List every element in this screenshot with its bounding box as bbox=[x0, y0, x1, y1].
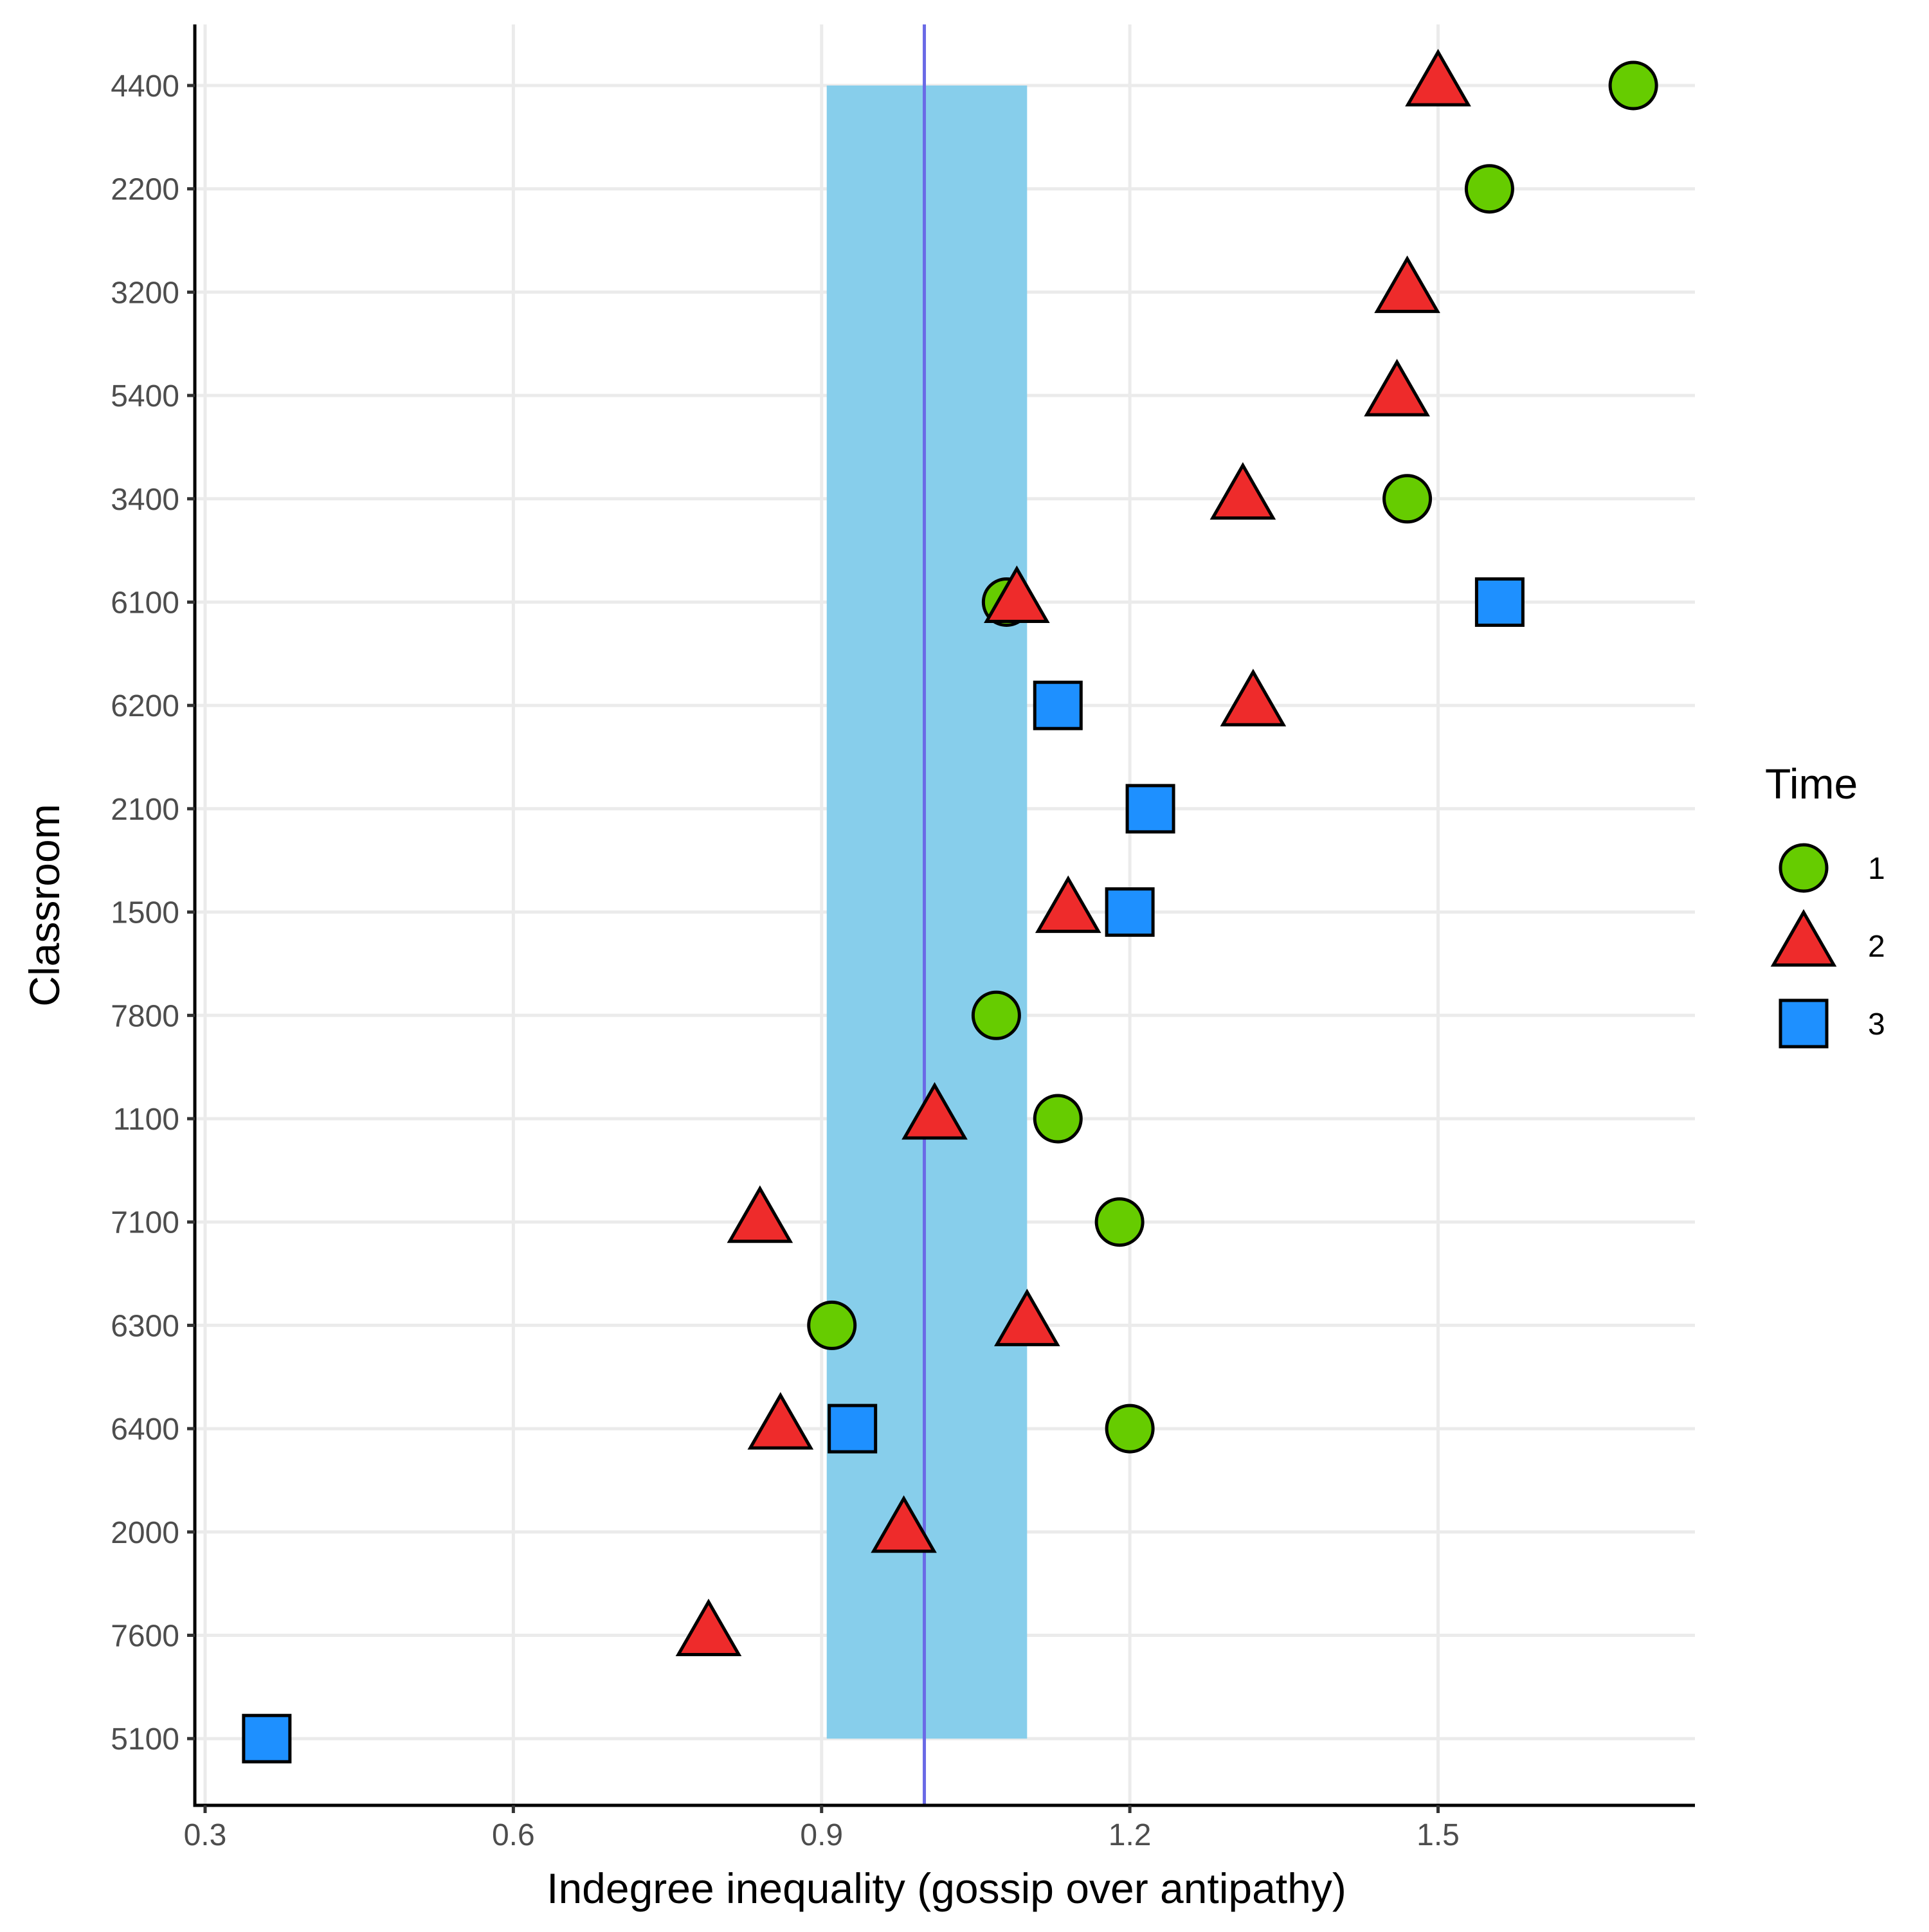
data-point-time-2-classroom-6300 bbox=[994, 1288, 1060, 1346]
data-point-time-2-classroom-4400 bbox=[1405, 48, 1471, 107]
legend: Time 1 2 3 bbox=[1765, 760, 1885, 1049]
data-point-time-1-classroom-2200 bbox=[1464, 164, 1514, 214]
data-point-time-2-classroom-1100 bbox=[901, 1081, 968, 1140]
y-tick-label-2100: 2100 bbox=[111, 793, 179, 827]
data-point-time-2-classroom-1500 bbox=[1035, 875, 1101, 934]
data-point-time-2-classroom-3200 bbox=[1374, 255, 1440, 313]
reference-band-layer bbox=[826, 86, 1028, 1739]
y-tick-label-6100: 6100 bbox=[111, 586, 179, 620]
legend-label-3: 3 bbox=[1868, 1007, 1885, 1042]
data-point-time-3-classroom-1500 bbox=[1105, 887, 1155, 937]
y-tick-label-7600: 7600 bbox=[111, 1620, 179, 1654]
legend-label-2: 2 bbox=[1868, 930, 1885, 964]
data-point-time-2-classroom-3400 bbox=[1209, 462, 1276, 520]
reference-band bbox=[826, 86, 1028, 1739]
data-point-time-3-classroom-6200 bbox=[1033, 680, 1083, 730]
data-point-time-3-classroom-5100 bbox=[242, 1713, 292, 1764]
data-point-time-2-classroom-6200 bbox=[1220, 669, 1287, 727]
legend-key-3 bbox=[1779, 998, 1829, 1049]
legend-key-1 bbox=[1779, 843, 1829, 893]
x-tick-label-0.6: 0.6 bbox=[492, 1818, 535, 1852]
x-axis-title: Indegree inequality (gossip over antipat… bbox=[547, 1864, 1346, 1912]
y-tick-label-3400: 3400 bbox=[111, 483, 179, 517]
legend-title: Time bbox=[1765, 760, 1858, 808]
data-point-time-2-classroom-6100 bbox=[984, 565, 1050, 623]
x-tick-label-0.9: 0.9 bbox=[800, 1818, 843, 1852]
tick-labels: 4400 2200 3200 5400 3400 6100 6200 2100 1500 7800… bbox=[111, 69, 1460, 1852]
y-tick-label-6400: 6400 bbox=[111, 1413, 179, 1447]
legend-key-2 bbox=[1770, 908, 1837, 967]
x-tick-label-1.5: 1.5 bbox=[1417, 1818, 1460, 1852]
y-tick-label-6200: 6200 bbox=[111, 689, 179, 723]
data-point-time-3-classroom-6100 bbox=[1474, 577, 1525, 627]
data-point-time-1-classroom-7100 bbox=[1094, 1197, 1145, 1247]
data-point-time-2-classroom-7100 bbox=[727, 1185, 793, 1243]
data-point-time-1-classroom-1100 bbox=[1033, 1094, 1083, 1144]
data-point-time-1-classroom-4400 bbox=[1608, 60, 1658, 111]
data-point-time-2-classroom-2000 bbox=[871, 1495, 937, 1553]
y-tick-label-1500: 1500 bbox=[111, 896, 179, 930]
y-tick-label-2200: 2200 bbox=[111, 173, 179, 207]
legend-entries: 1 2 3 bbox=[1770, 843, 1885, 1049]
data-point-time-3-classroom-6400 bbox=[828, 1404, 878, 1454]
y-tick-label-7100: 7100 bbox=[111, 1206, 179, 1240]
y-tick-label-2000: 2000 bbox=[111, 1516, 179, 1550]
data-point-time-1-classroom-7800 bbox=[971, 990, 1021, 1040]
y-tick-label-6300: 6300 bbox=[111, 1309, 179, 1343]
data-point-time-2-classroom-7600 bbox=[675, 1598, 742, 1656]
y-tick-label-5100: 5100 bbox=[111, 1722, 179, 1756]
data-point-time-3-classroom-2100 bbox=[1125, 784, 1175, 834]
data-point-time-2-classroom-5400 bbox=[1364, 359, 1430, 417]
axes bbox=[193, 24, 1695, 1807]
y-tick-label-3200: 3200 bbox=[111, 276, 179, 310]
x-tick-label-1.2: 1.2 bbox=[1109, 1818, 1152, 1852]
data-point-time-1-classroom-6300 bbox=[807, 1300, 857, 1350]
y-axis-title: Classroom bbox=[21, 804, 68, 1006]
y-tick-label-4400: 4400 bbox=[111, 69, 179, 104]
data-points bbox=[242, 48, 1658, 1764]
y-tick-label-5400: 5400 bbox=[111, 379, 179, 413]
x-tick-label-0.3: 0.3 bbox=[184, 1818, 227, 1852]
y-tick-label-7800: 7800 bbox=[111, 999, 179, 1033]
data-point-time-2-classroom-6400 bbox=[747, 1392, 814, 1450]
legend-label-1: 1 bbox=[1868, 852, 1885, 886]
data-point-time-1-classroom-3400 bbox=[1382, 474, 1433, 524]
data-point-time-1-classroom-6400 bbox=[1105, 1404, 1155, 1454]
y-tick-label-1100: 1100 bbox=[113, 1103, 179, 1137]
